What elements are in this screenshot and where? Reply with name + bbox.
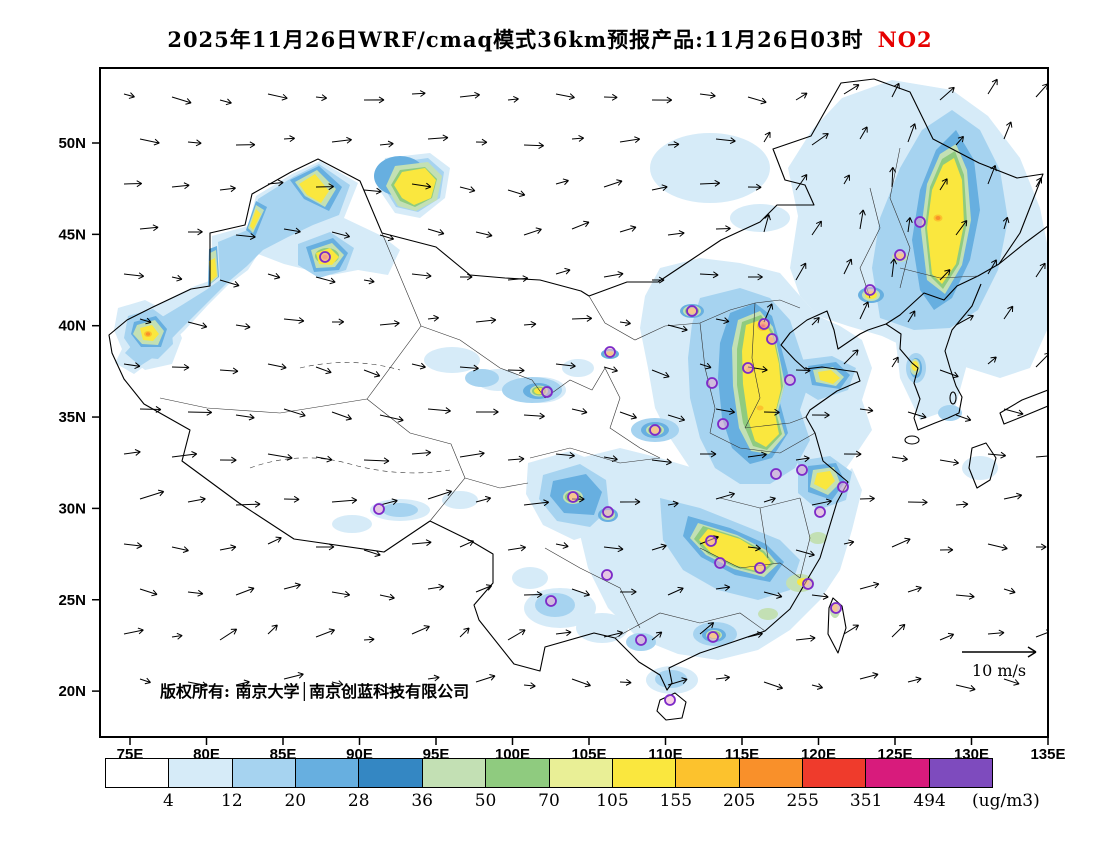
geography-layer: [108, 78, 1048, 721]
station-marker: [635, 634, 647, 646]
colorbar-labels: 4 12 20 28 36 50 70 105 155 205 255 351 494: [0, 791, 1100, 815]
station-marker: [601, 569, 613, 581]
station-marker: [837, 481, 849, 493]
station-marker: [686, 305, 698, 317]
station-marker: [714, 557, 726, 569]
station-marker: [914, 216, 926, 228]
colorbar-cell: [612, 759, 677, 787]
colorbar-tick-label: 36: [411, 791, 433, 811]
lat-tick-label: 50N: [58, 135, 86, 152]
colorbar-cell: [802, 759, 867, 787]
colorbar-tick-label: 12: [221, 791, 243, 811]
lat-tick-label: 40N: [58, 318, 86, 335]
station-marker: [766, 333, 778, 345]
station-marker: [830, 602, 842, 614]
lat-tick-label: 20N: [58, 683, 86, 700]
station-marker: [758, 318, 770, 330]
station-marker: [541, 386, 553, 398]
colorbar-tick-label: 28: [347, 791, 370, 811]
copyright-text: 版权所有: 南京大学│南京创蓝科技有限公司: [159, 681, 469, 701]
colorbar-cell: [422, 759, 487, 787]
colorbar-cell: [106, 759, 170, 787]
station-marker: [604, 346, 616, 358]
colorbar-cell: [232, 759, 297, 787]
station-marker: [894, 249, 906, 261]
station-marker: [770, 468, 782, 480]
colorbar-tick-label: 4: [163, 791, 174, 811]
station-marker: [802, 578, 814, 590]
station-marker: [814, 506, 826, 518]
colorbar-cell: [359, 759, 423, 787]
colorbar-unit-label: (ug/m3): [972, 791, 1040, 811]
colorbar-tick-label: 50: [474, 791, 497, 811]
hainan: [656, 692, 687, 721]
china-outline: [108, 78, 1044, 691]
colorbar-tick-label: 20: [284, 791, 307, 811]
map-text-layer: 10 m/s 版权所有: 南京大学│南京创蓝科技有限公司: [159, 646, 1037, 701]
colorbar-cell: [486, 759, 550, 787]
wind-scale-label: 10 m/s: [972, 661, 1026, 680]
colorbar-tick-label: 351: [849, 791, 883, 811]
lon-tick-label: 135E: [1030, 746, 1065, 763]
station-marker: [784, 374, 796, 386]
map-graphics: [108, 78, 1048, 721]
colorbar-tick-label: 155: [659, 791, 693, 811]
korea-coast: [885, 283, 982, 431]
lat-tick-label: 25N: [58, 592, 86, 609]
honshu: [999, 389, 1048, 425]
jeju: [904, 435, 920, 445]
colorbar-cell: [676, 759, 740, 787]
colorbar-tick-label: 205: [723, 791, 756, 811]
colorbar-tick-label: 494: [913, 791, 946, 811]
station-marker: [373, 503, 385, 515]
tsushima: [949, 391, 957, 405]
title-main: 2025年11月26日WRF/cmaq模式36km预报产品:11月26日03时: [167, 27, 864, 52]
page-title: 2025年11月26日WRF/cmaq模式36km预报产品:11月26日03时 N…: [0, 24, 1100, 54]
station-marker-layer: [319, 216, 926, 706]
station-marker: [754, 562, 766, 574]
colorbar: [105, 758, 993, 788]
russia-coast: [998, 225, 1048, 265]
lat-tick-label: 30N: [58, 500, 86, 517]
station-marker: [664, 694, 676, 706]
station-marker: [319, 251, 331, 263]
title-species: NO2: [877, 27, 933, 52]
kyushu: [968, 442, 997, 489]
colorbar-cell: [549, 759, 613, 787]
lat-tick-label: 35N: [58, 409, 86, 426]
colorbar-cell: [739, 759, 803, 787]
station-marker: [545, 595, 557, 607]
station-marker: [796, 464, 808, 476]
colorbar-tick-label: 105: [596, 791, 629, 811]
station-marker: [717, 418, 729, 430]
wind-vector-layer: [123, 78, 1048, 694]
concentration-fill-layer: [114, 80, 1048, 694]
station-marker: [649, 424, 661, 436]
colorbar-cell: [169, 759, 233, 787]
taiwan: [827, 597, 847, 654]
colorbar-tick-label: 70: [538, 791, 560, 811]
station-marker: [742, 362, 754, 374]
station-marker: [602, 506, 614, 518]
station-marker: [705, 535, 717, 547]
map-frame: [99, 67, 1049, 738]
station-marker: [864, 284, 876, 296]
colorbar-cell: [296, 759, 360, 787]
lat-tick-label: 45N: [58, 226, 86, 243]
colorbar-cell: [866, 759, 930, 787]
station-marker: [707, 631, 719, 643]
station-marker: [567, 491, 579, 503]
station-marker: [706, 377, 718, 389]
colorbar-tick-label: 255: [786, 791, 819, 811]
colorbar-cell: [929, 759, 993, 787]
